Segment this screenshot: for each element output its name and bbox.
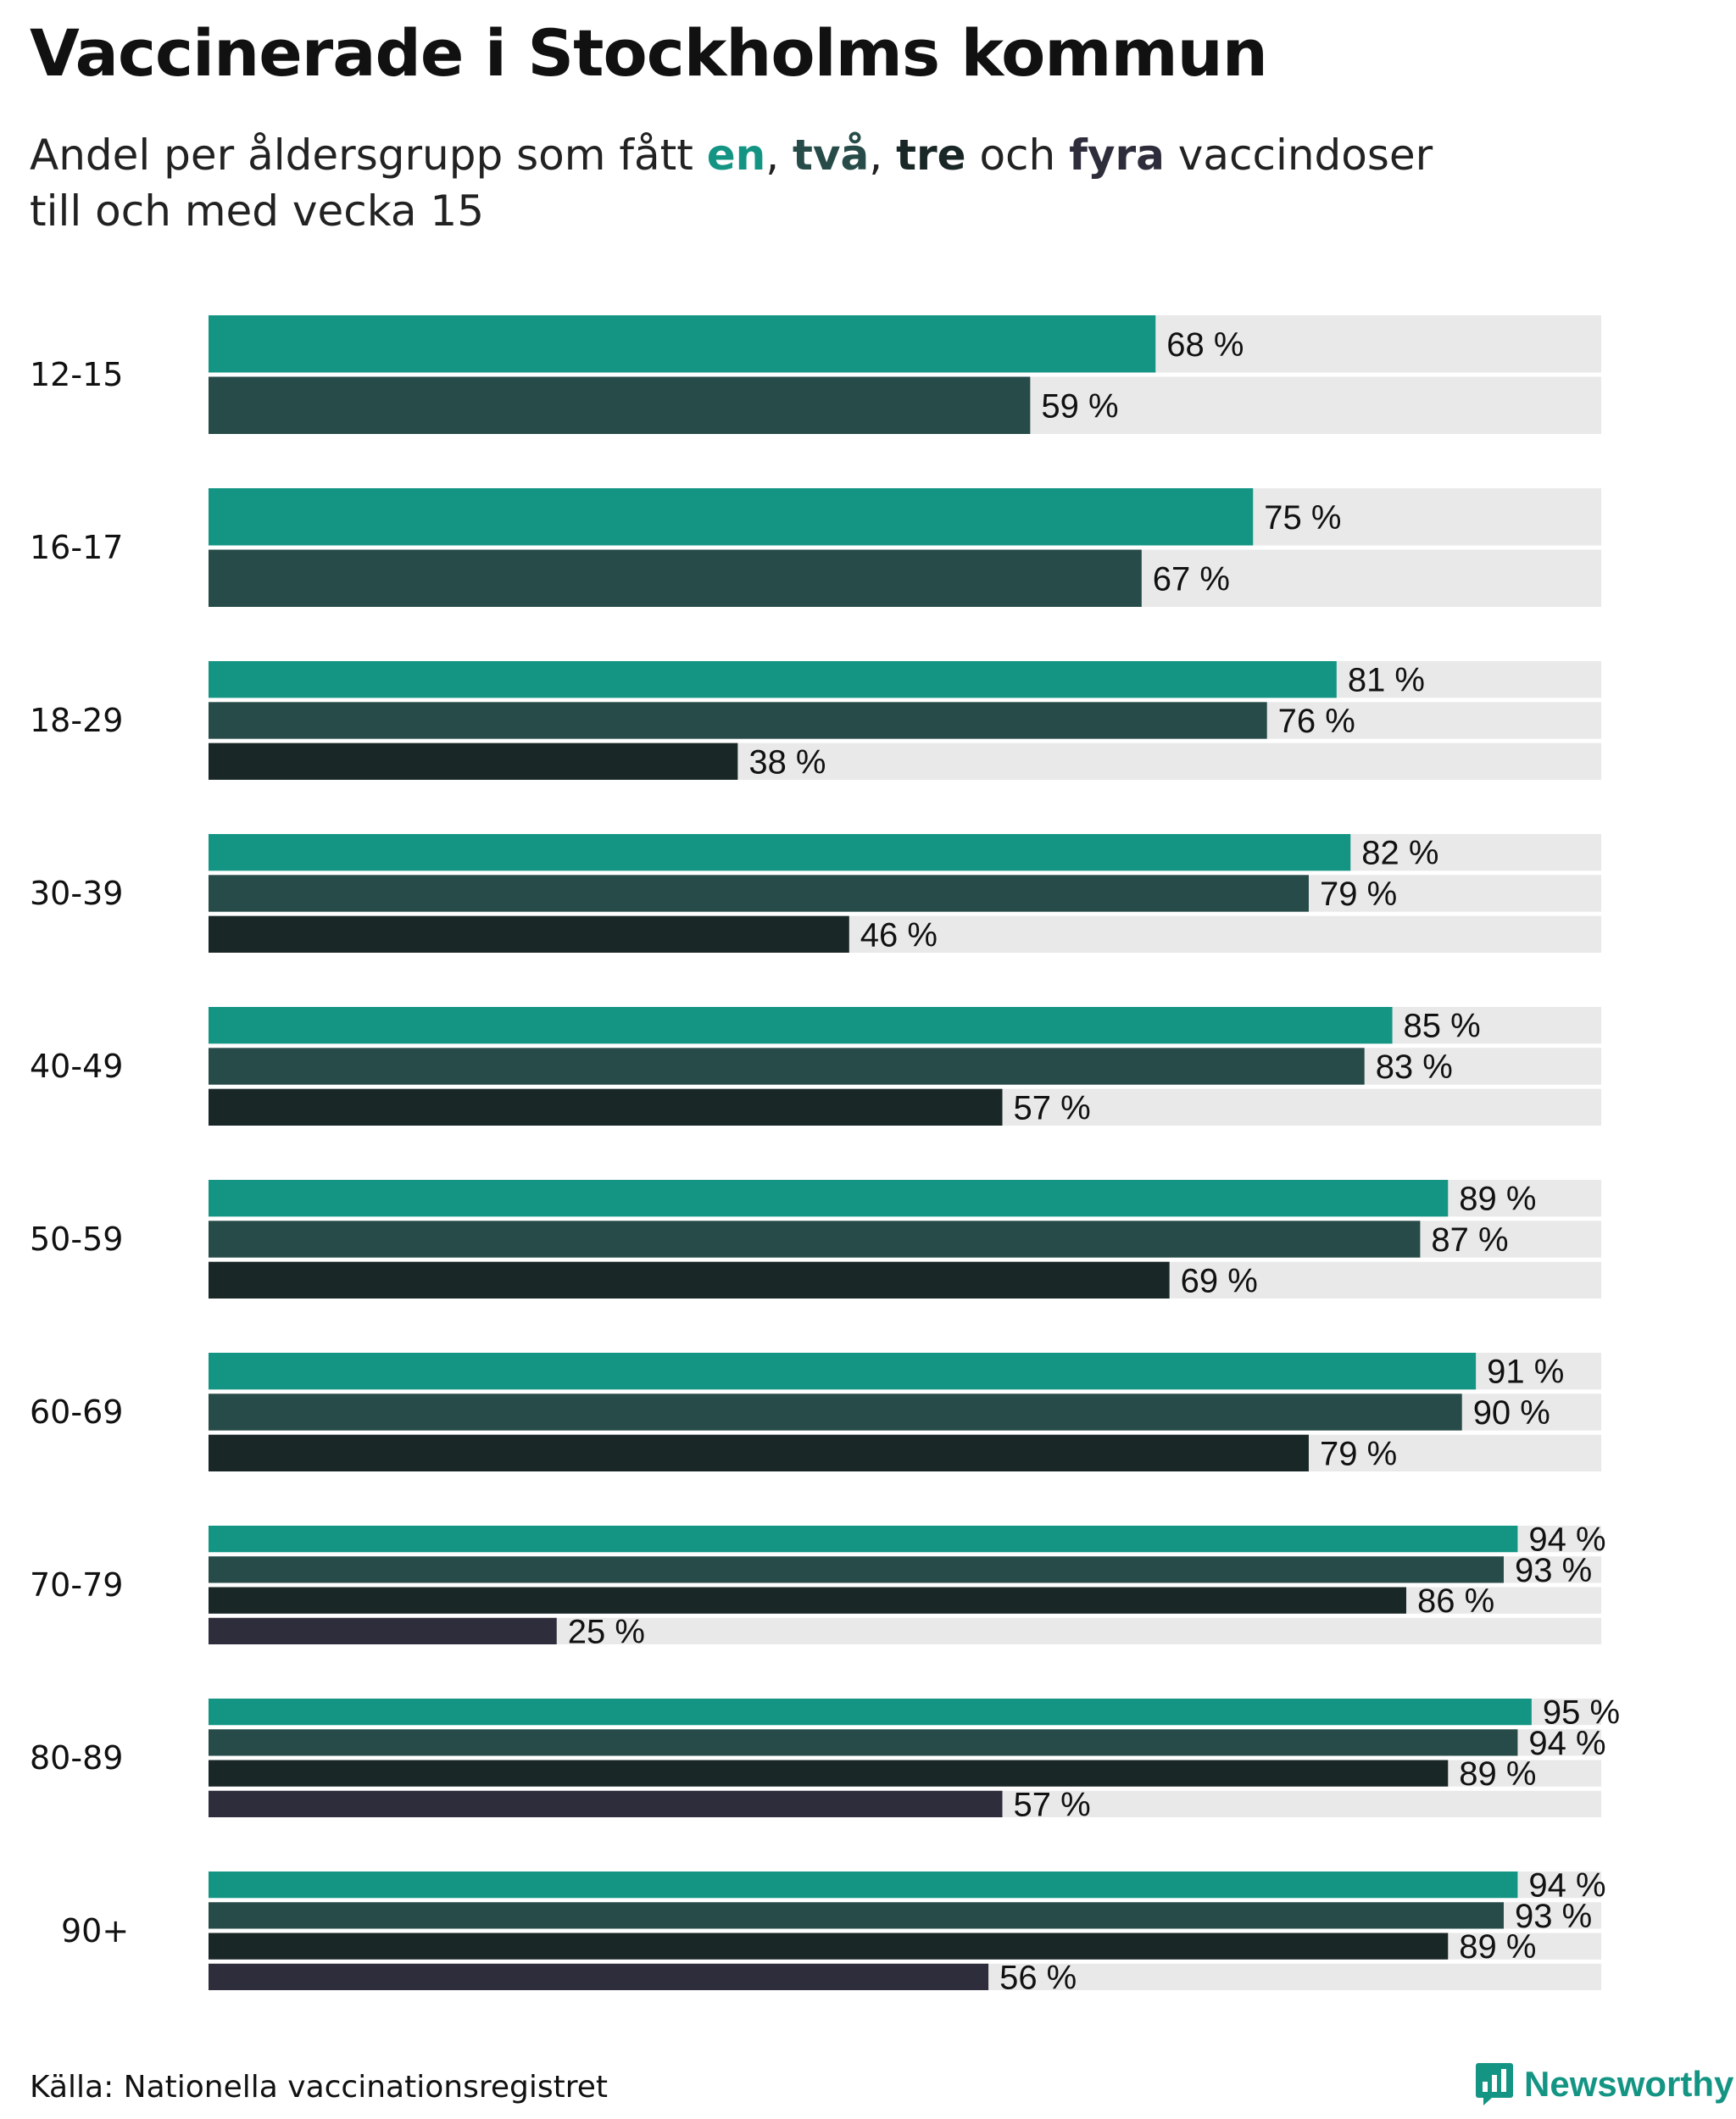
- bar-value-label: 68 %: [1166, 326, 1244, 364]
- bar-en: [209, 1699, 1532, 1726]
- bar-group: 90+ 94 %93 %89 % 56 %: [61, 1867, 1606, 1997]
- bar-en: [209, 1180, 1449, 1217]
- bar-fyra: [209, 1617, 557, 1644]
- category-label: 60-69: [30, 1393, 123, 1431]
- category-label: 50-59: [30, 1221, 123, 1258]
- legend-dose-one: en: [706, 131, 766, 180]
- bar-två: [209, 702, 1267, 739]
- bar-två: [209, 376, 1031, 434]
- bar-en: [209, 488, 1254, 546]
- bar-chart-icon: [1476, 2063, 1513, 2105]
- bar-value-label: 91 %: [1487, 1354, 1564, 1391]
- bar-fyra: [209, 1790, 1003, 1817]
- bar-value-label: 94 %: [1528, 1521, 1605, 1559]
- bar-två: [209, 1729, 1518, 1756]
- subtitle-suffix: vaccindoser: [1164, 131, 1433, 180]
- bar-en: [209, 1007, 1393, 1044]
- bar-value-label: 81 %: [1348, 662, 1425, 699]
- bar-value-label: 75 %: [1264, 499, 1341, 537]
- bar-value-label: 85 %: [1404, 1008, 1481, 1045]
- bar-value-label: 38 %: [748, 743, 826, 781]
- bar-value-label: 59 %: [1041, 387, 1118, 425]
- category-label: 16-17: [30, 529, 123, 566]
- source-note: Källa: Nationella vaccinationsregistret: [30, 2070, 608, 2105]
- chart-subtitle: Andel per åldersgrupp som fått en, två, …: [30, 127, 1640, 239]
- bar-value-label: 69 %: [1181, 1262, 1258, 1299]
- bar-group: 80-89 95 %94 %89 % 57 %: [30, 1694, 1620, 1824]
- bar-group: 50-59 89 %87 % 69 %: [30, 1180, 1601, 1299]
- bar-value-label: 57 %: [1014, 1786, 1091, 1823]
- bar-group: 12-15 68 % 59 %: [30, 315, 1601, 434]
- bar-group: 18-29 81 % 76 % 38 %: [30, 661, 1601, 781]
- bar-en: [209, 1526, 1518, 1553]
- bar-value-label: 89 %: [1459, 1928, 1536, 1966]
- bar-value-label: 89 %: [1459, 1755, 1536, 1793]
- subtitle-prefix: Andel per åldersgrupp som fått: [30, 131, 707, 180]
- bar-två: [209, 1556, 1504, 1583]
- bar-två: [209, 549, 1142, 607]
- bar-tre: [209, 1760, 1449, 1787]
- bar-en: [209, 834, 1351, 871]
- bar-value-label: 46 %: [860, 916, 938, 954]
- chart-title: Vaccinerade i Stockholms kommun: [30, 15, 1268, 91]
- bar-value-label: 83 %: [1376, 1048, 1453, 1086]
- bar-en: [209, 315, 1156, 373]
- logo-text: Newsworthy: [1524, 2064, 1734, 2104]
- bar-group: 40-49 85 %83 % 57 %: [30, 1007, 1601, 1126]
- bar-value-label: 79 %: [1320, 876, 1397, 913]
- bar-en: [209, 1872, 1518, 1899]
- bar-tre: [209, 1088, 1003, 1126]
- category-label: 12-15: [30, 356, 123, 393]
- bar-två: [209, 1902, 1504, 1929]
- bar-tre: [209, 1587, 1406, 1614]
- bar-en: [209, 1353, 1477, 1390]
- category-label: 40-49: [30, 1048, 123, 1085]
- newsworthy-logo: Newsworthy: [1475, 2061, 1733, 2107]
- bar-group: 30-39 82 % 79 % 46 %: [30, 834, 1601, 954]
- bar-en: [209, 661, 1337, 698]
- bar-två: [209, 1048, 1365, 1085]
- legend-dose-two: två: [793, 131, 870, 180]
- category-label: 30-39: [30, 875, 123, 912]
- bar-två: [209, 875, 1309, 912]
- subtitle-line2: till och med vecka 15: [30, 186, 485, 236]
- bar-value-label: 67 %: [1153, 560, 1230, 598]
- category-label: 90+: [61, 1912, 129, 1949]
- bar-value-label: 89 %: [1459, 1181, 1536, 1218]
- legend-dose-four: fyra: [1069, 131, 1165, 180]
- category-label: 80-89: [30, 1739, 123, 1777]
- bar-value-label: 93 %: [1515, 1552, 1592, 1589]
- bar-value-label: 76 %: [1278, 703, 1355, 740]
- bar-value-label: 57 %: [1014, 1089, 1091, 1126]
- bar-value-label: 87 %: [1431, 1221, 1508, 1259]
- bar-tre: [209, 1261, 1170, 1299]
- bar-value-label: 90 %: [1473, 1394, 1550, 1432]
- subtitle-sep1: ,: [765, 131, 793, 180]
- bar-group: 60-69 91 %90 % 79 %: [30, 1353, 1601, 1472]
- bar-value-label: 93 %: [1515, 1898, 1592, 1935]
- bar-value-label: 95 %: [1543, 1694, 1620, 1732]
- bar-tre: [209, 915, 849, 953]
- bar-value-label: 94 %: [1528, 1725, 1605, 1762]
- bar-group: 16-17 75 % 67 %: [30, 488, 1601, 607]
- legend-dose-three: tre: [896, 131, 966, 180]
- subtitle-mid: och: [965, 131, 1070, 180]
- bar-value-label: 82 %: [1361, 835, 1438, 872]
- subtitle-sep2: ,: [869, 131, 897, 180]
- bar-tre: [209, 742, 738, 780]
- bar-group: 70-79 94 %93 % 86 % 25 %: [30, 1521, 1606, 1651]
- bar-två: [209, 1221, 1421, 1258]
- bar-value-label: 56 %: [999, 1959, 1077, 1996]
- bar-value-label: 86 %: [1417, 1582, 1494, 1620]
- bar-två: [209, 1393, 1462, 1431]
- bar-value-label: 94 %: [1528, 1867, 1605, 1905]
- bar-fyra: [209, 1963, 989, 1990]
- bar-chart: 12-15 68 % 59 % 16-17 75 % 67 % 18-29 81 % 76 % 3…: [30, 315, 1620, 1997]
- category-label: 70-79: [30, 1566, 123, 1604]
- bar-tre: [209, 1434, 1309, 1471]
- category-label: 18-29: [30, 702, 123, 739]
- bar-value-label: 79 %: [1320, 1435, 1397, 1472]
- bar-tre: [209, 1933, 1449, 1960]
- bar-value-label: 25 %: [568, 1613, 645, 1650]
